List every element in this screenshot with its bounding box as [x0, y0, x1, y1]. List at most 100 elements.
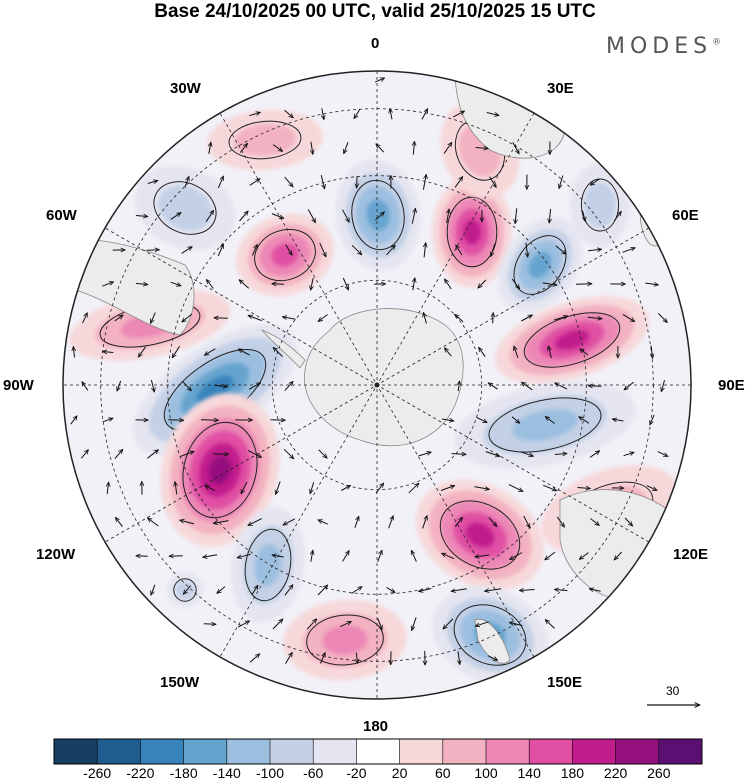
wind-vector-75: [445, 279, 452, 290]
wind-vector-53: [251, 245, 258, 256]
wind-vector-168: [508, 484, 523, 492]
wind-vector-226: [475, 621, 489, 626]
wind-vector-70: [272, 284, 284, 285]
wind-vector-158: [175, 482, 177, 495]
wind-vector-195: [342, 551, 350, 562]
colorbar-swatch-1: [97, 739, 141, 764]
latitude-circle-0: [271, 279, 483, 491]
wind-vector-120: [488, 383, 498, 390]
lon-label-90w: 90W: [3, 377, 34, 394]
lon-label-120e: 120E: [673, 546, 709, 563]
wind-vector-35: [170, 213, 181, 220]
wind-vector-193: [272, 555, 284, 557]
wind-vector-77: [511, 278, 519, 289]
wind-vector-103: [238, 349, 250, 356]
wind-vector-206: [217, 586, 226, 594]
lon-label-150w: 150W: [160, 674, 200, 691]
wind-vector-178: [283, 518, 296, 525]
wind-vector-149: [451, 454, 466, 455]
wind-vector-8: [486, 112, 499, 116]
wind-vector-89: [318, 314, 328, 322]
colorbar: [53, 738, 703, 765]
wind-vector-124: [624, 381, 634, 390]
streamline-3: [254, 228, 316, 282]
colorbar-label: -260: [83, 765, 112, 781]
wind-vector-42: [411, 208, 415, 224]
wind-vector-204: [151, 584, 156, 595]
wind-vector-60: [491, 243, 496, 257]
wind-vector-20: [147, 181, 158, 184]
colorbar-swatch-2: [140, 739, 184, 764]
wind-vector-3: [322, 108, 324, 119]
wind-vector-12: [311, 141, 313, 155]
wind-vector-215: [519, 590, 535, 591]
wind-vector-154: [623, 452, 635, 457]
colorbar-swatch-10: [486, 739, 530, 764]
anomaly-neg-0-level-3: [366, 199, 390, 231]
wind-vector-175: [180, 520, 195, 525]
wind-vector-143: [179, 451, 194, 458]
wind-vector-37: [239, 211, 249, 222]
wind-vector-135: [511, 416, 520, 424]
wind-vector-39: [307, 209, 315, 222]
wind-vector-105: [444, 348, 452, 357]
reference-vector-label: 30: [666, 684, 680, 698]
wind-vector-231: [320, 653, 326, 664]
wind-vector-32: [559, 175, 564, 189]
anomaly-pos-2-level-4: [463, 219, 481, 245]
colorbar-swatch-0: [54, 739, 98, 764]
wind-vector-63: [588, 249, 602, 250]
wind-vector-91: [455, 314, 464, 323]
colorbar-label: 220: [603, 765, 628, 781]
streamline-14: [228, 120, 302, 160]
wind-vector-45: [515, 208, 517, 223]
wind-vector-14: [376, 144, 385, 153]
wind-vector-85: [182, 313, 193, 322]
lon-label-60e: 60E: [672, 207, 699, 224]
wind-vector-10: [239, 143, 247, 153]
wind-vector-184: [488, 517, 497, 527]
wind-vector-216: [554, 589, 568, 590]
wind-vectors: [70, 77, 668, 665]
wind-vector-207: [251, 585, 258, 595]
wind-vector-213: [451, 588, 467, 592]
colorbar-swatch-4: [226, 739, 271, 764]
wind-vector-112: [82, 382, 89, 391]
wind-vector-188: [624, 517, 633, 526]
wind-vector-102: [204, 348, 216, 356]
wind-vector-107: [514, 346, 519, 359]
wind-vector-133: [441, 419, 454, 421]
anomaly-field: [69, 101, 680, 684]
colorbar-swatch-9: [442, 739, 487, 764]
wind-vector-214: [485, 589, 502, 591]
wind-vector-160: [240, 481, 248, 494]
colorbar-label: -220: [126, 765, 155, 781]
wind-vector-61: [526, 242, 528, 257]
wind-vector-129: [168, 420, 183, 421]
wind-vector-13: [344, 142, 349, 153]
wind-vector-224: [412, 617, 417, 631]
wind-vector-166: [440, 486, 455, 491]
wind-vector-2: [284, 109, 294, 118]
wind-vector-50: [146, 250, 160, 251]
wind-vector-1: [249, 112, 260, 117]
wind-vector-235: [458, 651, 460, 665]
colorbar-swatch-5: [270, 739, 314, 764]
wind-vector-172: [646, 485, 657, 491]
wind-vector-121: [522, 382, 533, 391]
wind-vector-113: [117, 380, 122, 391]
lon-label-60w: 60W: [46, 207, 77, 224]
wind-vector-86: [214, 318, 228, 319]
anomaly-neg-17-level-1: [584, 182, 616, 228]
wind-vector-137: [579, 417, 590, 424]
anomaly-neg-4-level-3: [528, 251, 552, 279]
wind-vector-167: [474, 486, 489, 490]
wind-vector-230: [285, 652, 293, 664]
wind-vector-196: [377, 550, 382, 562]
lon-label-30e: 30E: [547, 80, 574, 97]
wind-vector-33: [590, 178, 600, 185]
wind-vector-17: [475, 148, 489, 149]
wind-vector-209: [317, 585, 328, 596]
wind-vector-122: [555, 382, 568, 390]
wind-vector-40: [342, 209, 350, 223]
